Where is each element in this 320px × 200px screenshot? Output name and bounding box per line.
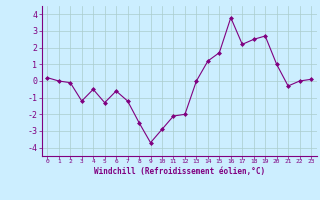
- X-axis label: Windchill (Refroidissement éolien,°C): Windchill (Refroidissement éolien,°C): [94, 167, 265, 176]
